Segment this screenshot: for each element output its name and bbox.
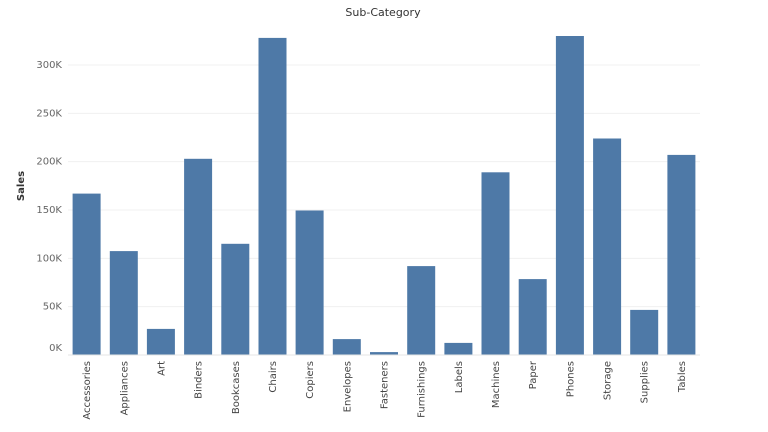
x-tick-label-fasteners: Fasteners [380, 361, 391, 409]
x-tick-label-chairs: Chairs [268, 361, 279, 393]
x-tick-label-appliances: Appliances [119, 361, 130, 415]
bar-accessories[interactable] [72, 193, 101, 355]
bar-paper[interactable] [518, 279, 547, 355]
bar-fasteners[interactable] [370, 352, 398, 355]
x-tick-label-phones: Phones [565, 361, 576, 397]
x-tick-label-paper: Paper [528, 360, 539, 389]
y-axis-label: Sales [16, 171, 27, 201]
bar-art[interactable] [146, 328, 175, 355]
bar-chairs[interactable] [258, 37, 287, 356]
x-tick-label-furnishings: Furnishings [417, 361, 428, 418]
y-tick-label: 200K [36, 157, 62, 168]
bar-labels[interactable] [444, 342, 473, 355]
bar-envelopes[interactable] [332, 339, 361, 355]
bar-binders[interactable] [184, 158, 213, 355]
x-tick-label-binders: Binders [194, 361, 205, 399]
bar-furnishings[interactable] [407, 266, 436, 355]
x-tick-label-labels: Labels [454, 361, 465, 393]
bar-phones[interactable] [555, 36, 584, 355]
bar-appliances[interactable] [109, 251, 138, 355]
x-tick-label-copiers: Copiers [305, 361, 316, 399]
y-tick-label: 0K [49, 343, 62, 354]
x-tick-label-bookcases: Bookcases [231, 361, 242, 414]
x-tick-label-art: Art [156, 361, 167, 376]
x-tick-label-supplies: Supplies [640, 361, 651, 403]
x-axis-category-labels: Accessories Appliances Art Binders Bookcases… [82, 360, 688, 419]
bar-machines[interactable] [481, 172, 510, 355]
x-tick-label-envelopes: Envelopes [342, 361, 353, 412]
x-tick-label-machines: Machines [491, 361, 502, 408]
x-tick-label-storage: Storage [603, 361, 614, 400]
bar-storage[interactable] [593, 138, 622, 356]
y-tick-label: 50K [43, 302, 63, 313]
chart-title: Sub-Category [345, 6, 421, 19]
y-tick-label: 150K [36, 205, 62, 216]
bars [72, 36, 696, 356]
bar-copiers[interactable] [295, 210, 324, 356]
bar-tables[interactable] [667, 154, 696, 355]
y-tick-label: 300K [36, 60, 62, 71]
x-tick-label-tables: Tables [677, 361, 688, 393]
y-tick-label: 100K [36, 253, 62, 264]
bar-supplies[interactable] [630, 309, 659, 355]
y-axis-ticks: 0K 50K 100K 150K 200K 250K 300K [36, 60, 62, 354]
y-tick-label: 250K [36, 108, 62, 119]
bar-bookcases[interactable] [221, 243, 250, 355]
x-tick-label-accessories: Accessories [82, 361, 93, 420]
